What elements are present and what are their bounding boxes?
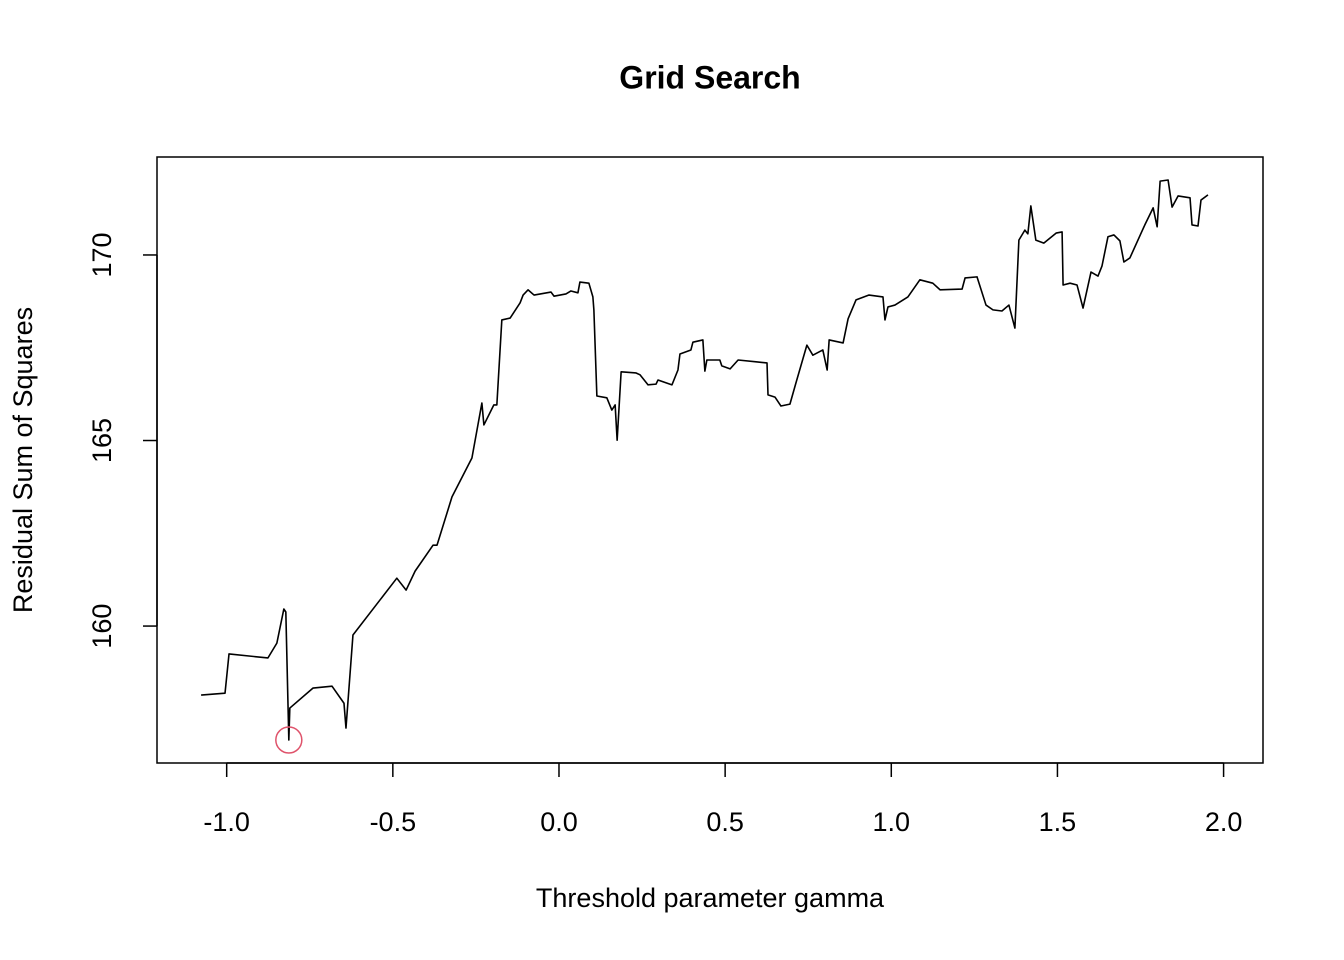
x-tick-label: 0.0 — [540, 807, 578, 837]
data-line — [201, 179, 1209, 741]
y-tick-label: 165 — [87, 418, 117, 463]
plot-frame — [156, 156, 1264, 764]
y-tick-label: 170 — [87, 232, 117, 277]
chart-title: Grid Search — [619, 59, 800, 95]
x-tick-label: 1.5 — [1039, 807, 1077, 837]
x-tick-label: 0.5 — [706, 807, 744, 837]
x-axis-label: Threshold parameter gamma — [536, 883, 885, 913]
x-tick-label: -0.5 — [370, 807, 417, 837]
x-tick-label: -1.0 — [203, 807, 250, 837]
x-tick-label: 2.0 — [1205, 807, 1243, 837]
point-marker — [275, 726, 303, 754]
y-tick-label: 160 — [87, 604, 117, 649]
y-axis-label: Residual Sum of Squares — [8, 307, 38, 613]
x-tick-label: 1.0 — [873, 807, 911, 837]
